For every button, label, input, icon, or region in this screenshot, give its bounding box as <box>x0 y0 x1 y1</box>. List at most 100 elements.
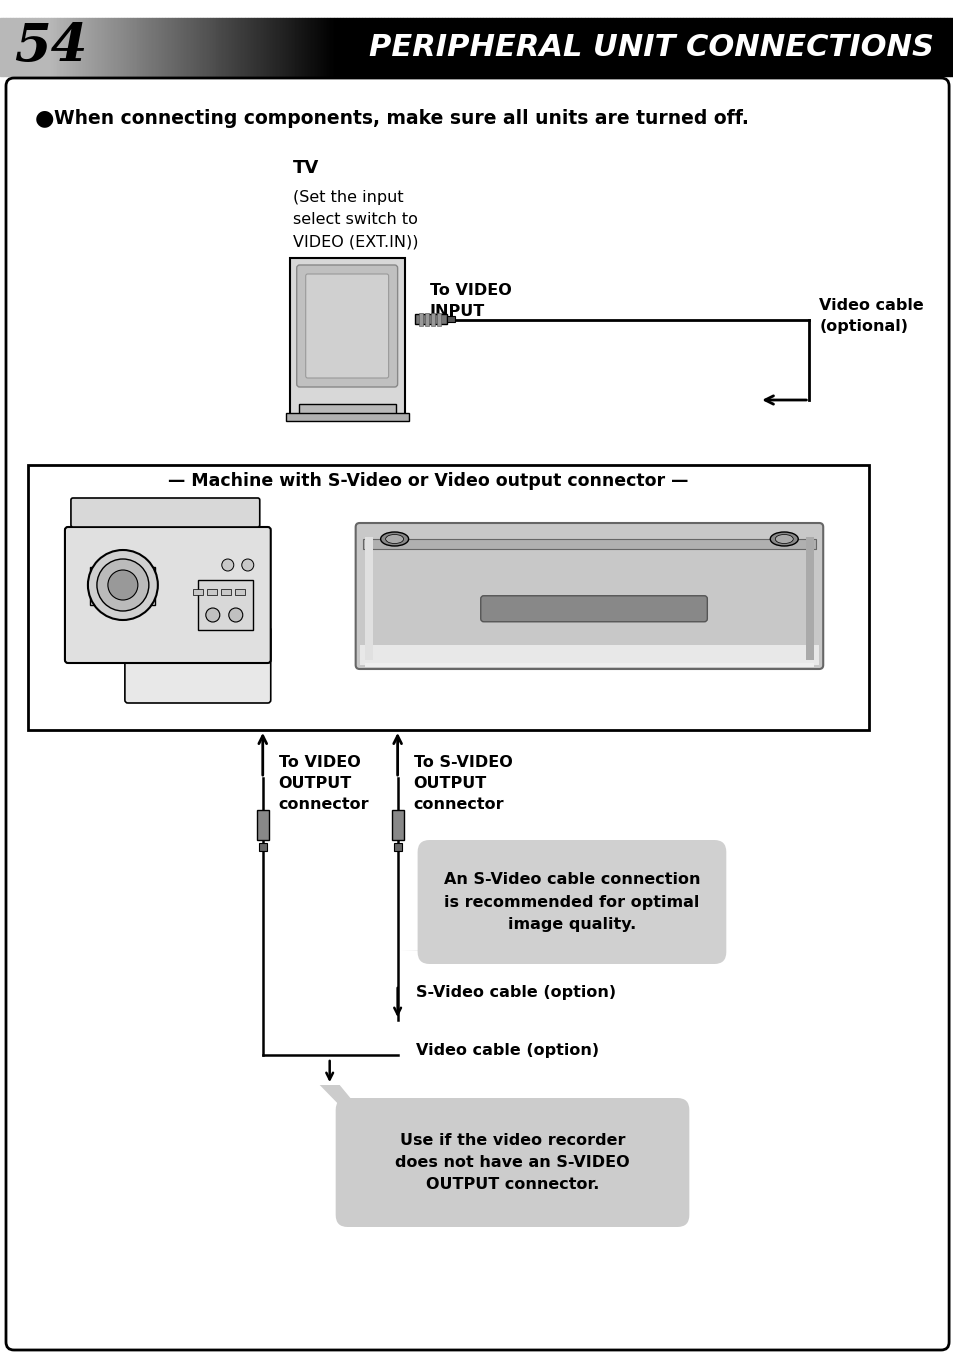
Bar <box>258 843 267 851</box>
Bar <box>355 18 358 76</box>
Bar <box>193 589 203 595</box>
Bar <box>847 18 850 76</box>
Bar <box>196 18 200 76</box>
Bar <box>625 18 628 76</box>
Ellipse shape <box>97 560 149 611</box>
Text: To VIDEO
INPUT: To VIDEO INPUT <box>429 283 511 318</box>
Bar <box>923 18 926 76</box>
Bar <box>64 18 67 76</box>
Bar <box>219 18 222 76</box>
Bar <box>708 18 711 76</box>
Bar <box>365 18 368 76</box>
Bar <box>324 18 327 76</box>
FancyBboxPatch shape <box>355 523 822 669</box>
Bar <box>232 18 234 76</box>
Bar <box>362 18 365 76</box>
Bar <box>542 18 546 76</box>
Bar <box>10 18 12 76</box>
Bar <box>876 18 879 76</box>
Bar <box>38 18 41 76</box>
Bar <box>377 18 381 76</box>
Bar <box>435 18 438 76</box>
Bar <box>241 18 244 76</box>
FancyBboxPatch shape <box>480 596 706 622</box>
Polygon shape <box>400 950 494 953</box>
Bar <box>0 18 3 76</box>
Bar <box>424 313 428 327</box>
Bar <box>29 18 31 76</box>
Bar <box>841 18 844 76</box>
Bar <box>257 18 260 76</box>
Bar <box>838 18 841 76</box>
Bar <box>394 18 396 76</box>
Polygon shape <box>319 1085 446 1215</box>
Text: S-Video cable (option): S-Video cable (option) <box>416 985 615 1000</box>
Bar <box>790 18 794 76</box>
Bar <box>756 18 759 76</box>
Bar <box>670 18 673 76</box>
Bar <box>857 18 860 76</box>
Ellipse shape <box>385 534 403 543</box>
Bar <box>638 18 641 76</box>
Bar <box>400 18 403 76</box>
Bar <box>112 18 114 76</box>
Bar <box>155 18 159 76</box>
Text: Video cable
(optional): Video cable (optional) <box>819 298 923 333</box>
Bar <box>83 18 86 76</box>
Bar <box>822 18 825 76</box>
Bar <box>7 18 10 76</box>
Bar <box>358 18 362 76</box>
Bar <box>476 18 479 76</box>
Bar <box>184 18 187 76</box>
Bar <box>419 18 422 76</box>
Bar <box>301 18 305 76</box>
Bar <box>425 18 429 76</box>
Bar <box>349 18 353 76</box>
Bar <box>102 18 105 76</box>
Bar <box>907 18 911 76</box>
Bar <box>892 18 895 76</box>
Bar <box>800 18 803 76</box>
Bar <box>410 18 413 76</box>
Bar <box>727 18 730 76</box>
Bar <box>778 18 781 76</box>
Ellipse shape <box>221 560 233 570</box>
Bar <box>234 589 245 595</box>
FancyBboxPatch shape <box>417 840 725 963</box>
Bar <box>552 18 556 76</box>
Bar <box>162 18 165 76</box>
Bar <box>701 18 704 76</box>
Bar <box>3 18 7 76</box>
Bar <box>768 18 771 76</box>
Bar <box>463 18 467 76</box>
Bar <box>225 18 229 76</box>
Bar <box>114 18 117 76</box>
Bar <box>143 18 146 76</box>
Bar <box>181 18 184 76</box>
Bar <box>446 316 454 322</box>
Bar <box>432 18 435 76</box>
Text: To VIDEO
OUTPUT
connector: To VIDEO OUTPUT connector <box>278 755 369 812</box>
Bar <box>177 18 181 76</box>
Bar <box>914 18 917 76</box>
Bar <box>723 18 727 76</box>
Bar <box>527 18 530 76</box>
Bar <box>159 18 162 76</box>
Bar <box>457 18 460 76</box>
Bar <box>806 18 809 76</box>
Bar <box>479 18 482 76</box>
FancyBboxPatch shape <box>71 499 259 527</box>
Bar <box>298 404 395 415</box>
Bar <box>35 18 38 76</box>
Text: To S-VIDEO
OUTPUT
connector: To S-VIDEO OUTPUT connector <box>414 755 512 812</box>
Bar <box>368 18 372 76</box>
Bar <box>314 18 317 76</box>
Bar <box>396 18 400 76</box>
Bar <box>273 18 276 76</box>
Bar <box>381 18 384 76</box>
Bar <box>210 18 213 76</box>
Bar <box>253 18 257 76</box>
Bar <box>286 413 408 421</box>
Bar <box>334 18 336 76</box>
FancyBboxPatch shape <box>65 527 271 663</box>
